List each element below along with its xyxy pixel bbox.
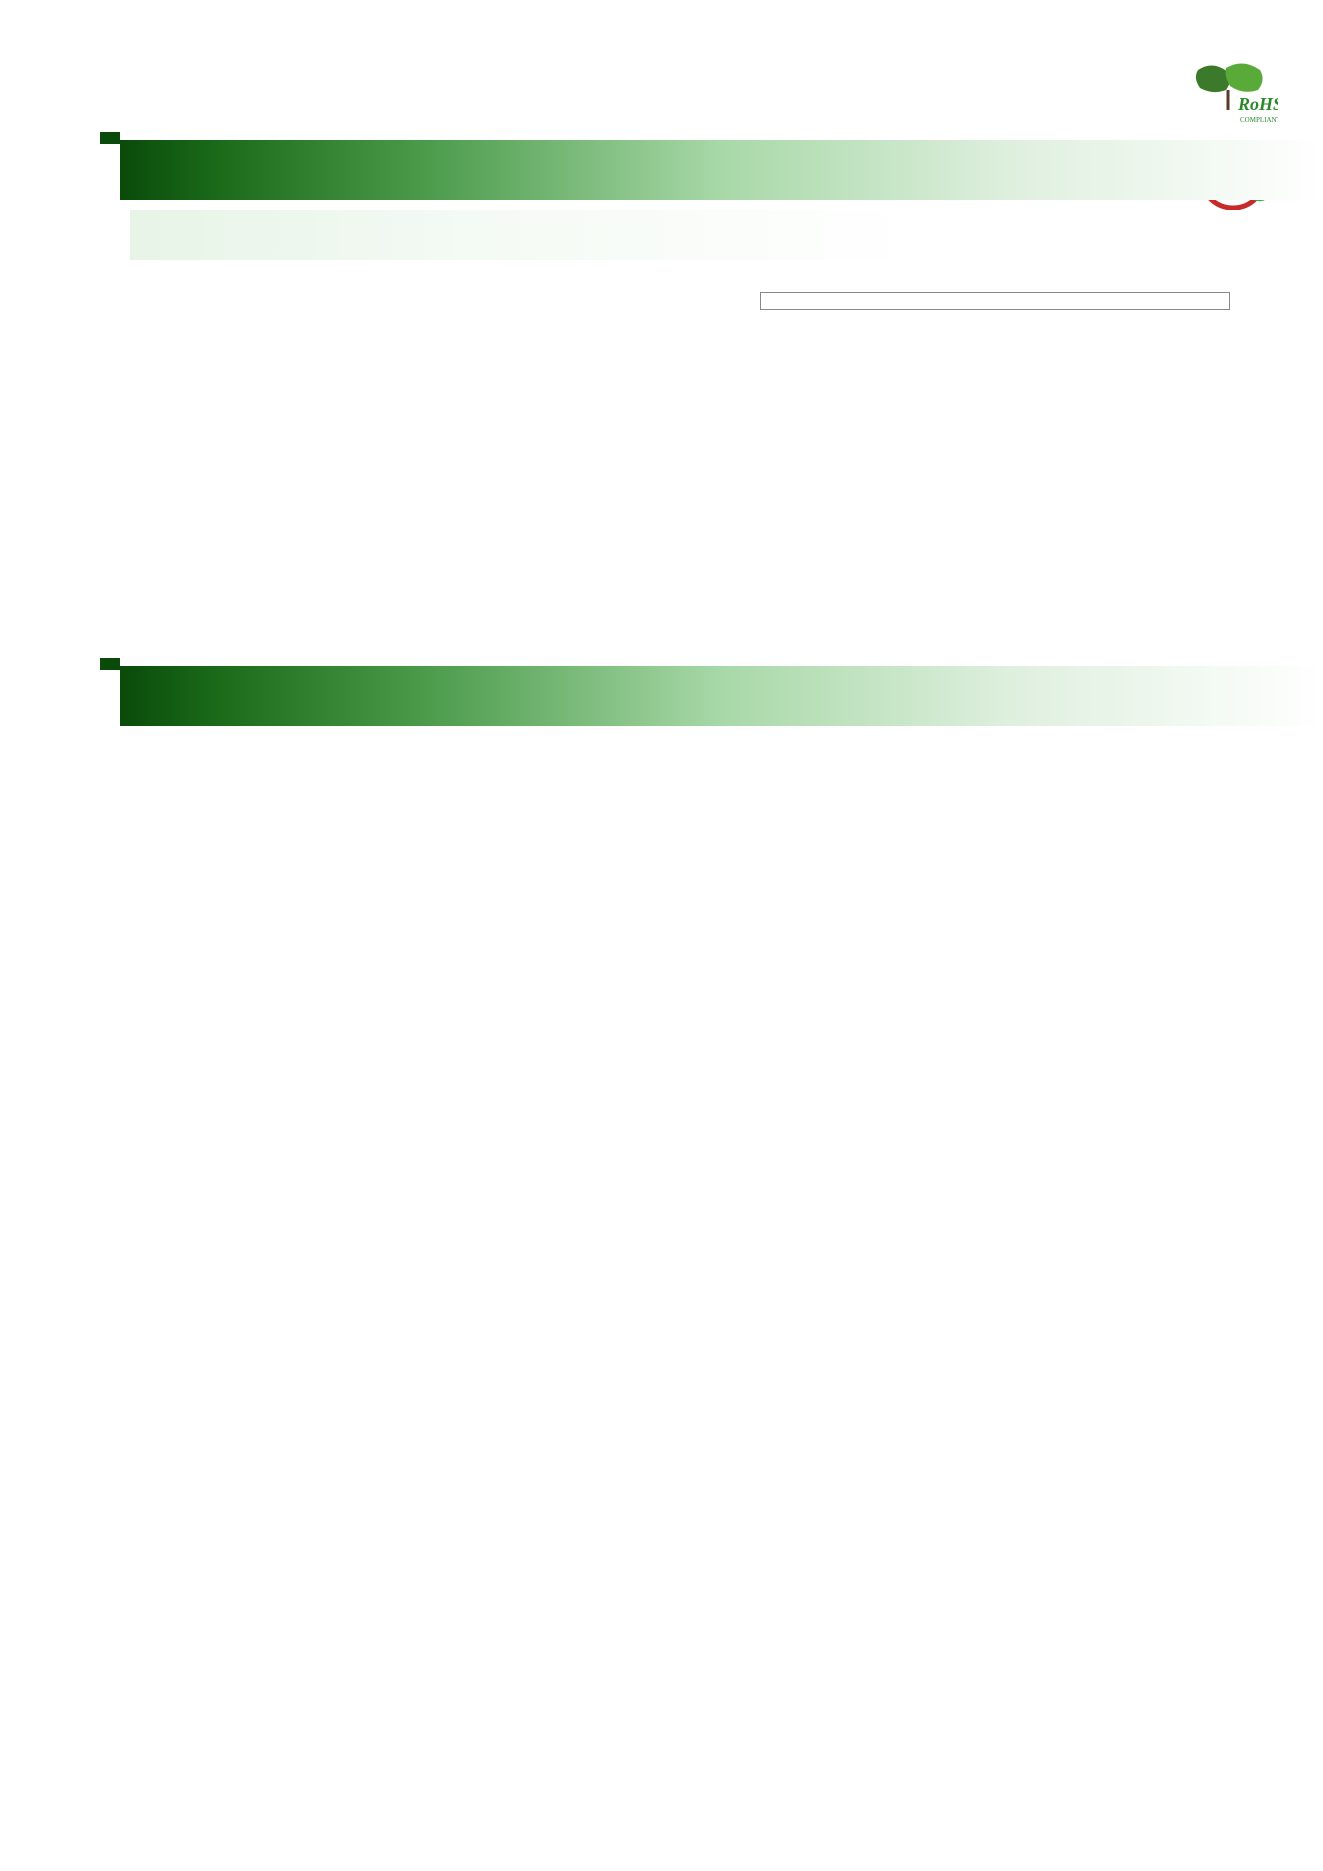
section-storage-use <box>130 210 1263 260</box>
zone-legend <box>760 292 1230 310</box>
reflow-chart-area <box>20 270 1303 634</box>
section-header-safety <box>100 666 1323 726</box>
rohs-badge: RoHS COMPLIANT <box>1178 60 1278 130</box>
rohs-sub: COMPLIANT <box>1240 116 1278 124</box>
reflow-chart <box>40 274 760 634</box>
rohs-text: RoHS <box>1237 94 1278 114</box>
section-header-application <box>100 140 1323 200</box>
